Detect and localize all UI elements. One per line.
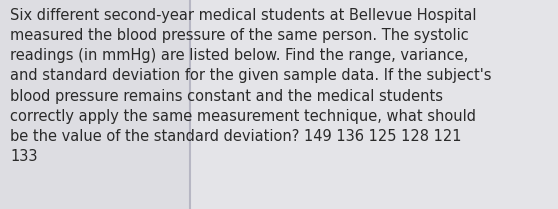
Text: Six different second-year medical students at Bellevue Hospital
measured the blo: Six different second-year medical studen…: [10, 8, 492, 164]
Bar: [190, 0, 558, 209]
Bar: [0, 0, 190, 209]
